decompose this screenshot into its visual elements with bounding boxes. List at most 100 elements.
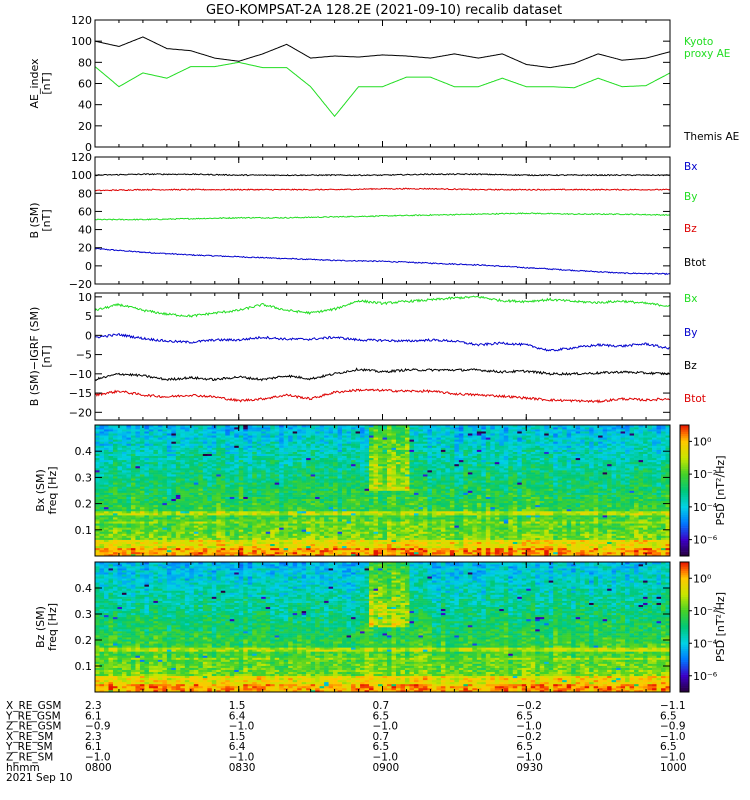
colorbar-tick-label: 10⁻² — [693, 468, 717, 481]
y-tick-label: 40 — [78, 99, 92, 112]
y-tick-label: 120 — [71, 14, 92, 27]
y-tick-label: 10 — [78, 291, 92, 304]
series-bx — [95, 295, 670, 318]
ephemeris-value: 6.1 — [85, 741, 102, 753]
ephemeris-value: 0930 — [516, 762, 543, 774]
series-label: Bx — [684, 161, 697, 173]
y-tick-label: 0.4 — [75, 582, 93, 595]
y-axis-label: Bx (SM)freq [Hz] — [34, 466, 59, 514]
ephemeris-value: 0.7 — [373, 700, 390, 712]
y-tick-label: 0.2 — [75, 498, 93, 511]
ephemeris-value: 0800 — [85, 762, 112, 774]
ephemeris-value: 1.5 — [229, 700, 246, 712]
colorbar: 10⁰ 10⁻² 10⁻⁴ 10⁻⁶ PSD [nT²/Hz] — [679, 561, 727, 693]
colorbar-tick-label: 10⁰ — [693, 572, 712, 585]
colorbar-label: PSD [nT²/Hz] — [714, 455, 727, 525]
series-label: Bz — [684, 360, 697, 372]
series-label: Bx — [684, 293, 697, 305]
ephemeris-value: 6.4 — [229, 741, 246, 753]
ephemeris-value: 0830 — [229, 762, 256, 774]
y-tick-label: 0.1 — [75, 524, 93, 537]
ephemeris-value: −1.0 — [516, 752, 542, 764]
figure-title: GEO-KOMPSAT-2A 128.2E (2021-09-10) recal… — [206, 3, 562, 18]
colorbar-tick-label: 10⁻² — [693, 605, 717, 618]
ephemeris-value: 2.3 — [85, 731, 102, 743]
panel-b_sm: Bx By Bz Btot −20 0 20 40 60 80 100 120 B (SM)[nT] — [28, 151, 706, 291]
series-bz — [95, 367, 670, 382]
ephemeris-value: 6.4 — [229, 710, 246, 722]
series-label: Bz — [684, 223, 697, 235]
y-tick-label: 0 — [85, 260, 92, 273]
ephemeris-value: 0.7 — [373, 731, 390, 743]
ephemeris-value: −1.0 — [660, 752, 686, 764]
y-tick-label: 0.1 — [75, 660, 93, 673]
ephemeris-table: X_RE_GSM 2.3 1.5 0.7 −0.2 −1.1 Y_RE_GSM 6.1 6.4 6… — [5, 700, 687, 784]
y-tick-label: 20 — [78, 120, 92, 133]
colorbar-tick-label: 10⁻⁴ — [693, 637, 718, 650]
series-by — [95, 332, 670, 352]
series-label: Kyoto proxy AE — [684, 36, 730, 60]
y-tick-label: 60 — [78, 78, 92, 91]
series-themis-ae — [95, 36, 670, 69]
ephemeris-row-label: Z_RE_GSM — [6, 721, 61, 733]
y-tick-label: −5 — [76, 349, 92, 362]
panel-bx_spectrogram: 0.10.20.30.4Bx (SM)freq [Hz]10⁰10⁻²10⁻⁴1… — [34, 424, 727, 557]
ephemeris-row-label: X_RE_SM — [6, 731, 53, 743]
y-tick-label: −15 — [69, 387, 92, 400]
y-tick-label: 0 — [85, 329, 92, 342]
y-tick-label: 60 — [78, 205, 92, 218]
ephemeris-row-label: Y_RE_SM — [5, 741, 53, 753]
series-label: Btot — [684, 393, 706, 405]
ephemeris-row-label: Z_RE_SM — [6, 752, 53, 764]
y-axis-label: B (SM)[nT] — [28, 202, 53, 238]
panel-frame — [94, 156, 671, 285]
ephemeris-value: −1.0 — [373, 721, 399, 733]
panel-bz_spectrogram: 0.10.20.30.4Bz (SM)freq [Hz]10⁰10⁻²10⁻⁴1… — [34, 561, 727, 693]
y-tick-label: −20 — [69, 278, 92, 291]
ephemeris-value: 2.3 — [85, 700, 102, 712]
y-axis-label: B (SM)−IGRF (SM)[nT] — [28, 307, 53, 407]
ephemeris-value: −1.0 — [85, 752, 111, 764]
y-tick-label: 40 — [78, 224, 92, 237]
panel-ae_index: Kyoto proxy AE Themis AE 0 20 40 60 80 100 120 AE_… — [28, 14, 739, 154]
series-label: Btot — [684, 257, 706, 269]
y-tick-label: 120 — [71, 151, 92, 164]
ephemeris-value: −1.1 — [660, 700, 686, 712]
y-tick-label: 0.3 — [75, 471, 93, 484]
ephemeris-value: −1.0 — [229, 752, 255, 764]
colorbar-tick-label: 10⁻⁴ — [693, 501, 718, 514]
ephemeris-value: 6.5 — [516, 710, 533, 722]
y-tick-label: 0.4 — [75, 445, 93, 458]
series-label: By — [684, 327, 697, 339]
y-axis-label: AE_index[nT] — [28, 58, 53, 109]
ephemeris-value: −1.0 — [516, 721, 542, 733]
y-tick-label: 100 — [71, 35, 92, 48]
ephemeris-value: 1000 — [660, 762, 687, 774]
series-bx — [95, 247, 670, 276]
colorbar-label: PSD [nT²/Hz] — [714, 592, 727, 662]
ephemeris-value: −0.9 — [85, 721, 111, 733]
y-tick-label: 80 — [78, 56, 92, 69]
ephemeris-value: 6.5 — [373, 710, 390, 722]
series-btot — [95, 173, 670, 177]
ephemeris-value: −1.0 — [373, 752, 399, 764]
y-tick-label: 0 — [85, 141, 92, 154]
ephemeris-value: 6.5 — [660, 710, 677, 722]
y-tick-label: 0.2 — [75, 634, 93, 647]
series-bz — [95, 187, 670, 192]
y-tick-label: 100 — [71, 169, 92, 182]
y-tick-label: 0.3 — [75, 608, 93, 621]
spectrogram — [95, 425, 671, 557]
colorbar-tick-label: 10⁰ — [693, 435, 712, 448]
colorbar: 10⁰ 10⁻² 10⁻⁴ 10⁻⁶ PSD [nT²/Hz] — [679, 424, 727, 557]
colorbar-tick-label: 10⁻⁶ — [693, 670, 718, 683]
ephemeris-value: 6.5 — [516, 741, 533, 753]
series-kyoto-proxy-ae — [95, 61, 670, 118]
ephemeris-value: 6.5 — [660, 741, 677, 753]
series-btot — [95, 388, 670, 404]
y-tick-label: 80 — [78, 187, 92, 200]
spectrogram — [95, 562, 671, 693]
ephemeris-value: −1.0 — [660, 731, 686, 743]
